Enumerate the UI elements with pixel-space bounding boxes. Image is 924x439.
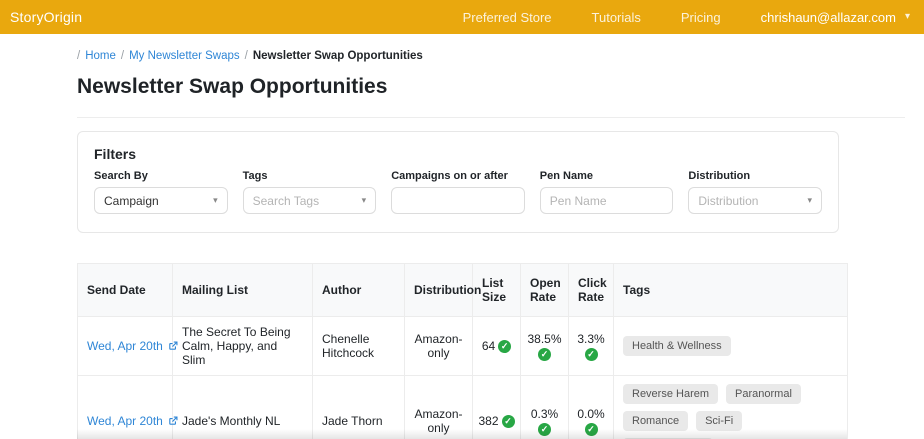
search-by-label: Search By <box>94 170 148 182</box>
filters-card: Filters Search By Campaign ▾ Tags Search… <box>77 131 839 233</box>
breadcrumb-my-newsletter-swaps[interactable]: My Newsletter Swaps <box>129 50 240 62</box>
caret-down-icon: ▾ <box>361 195 367 205</box>
header-mailing-list: Mailing List <box>172 263 313 317</box>
list-size-value: 64 <box>481 339 496 353</box>
tag-pill: Romance <box>623 411 689 431</box>
send-date-link[interactable]: Wed, Apr 20th <box>87 414 179 428</box>
filter-distribution: Distribution Distribution ▾ <box>688 170 822 214</box>
header-send-date: Send Date <box>77 263 173 317</box>
distribution-cell: Amazon-only <box>404 316 473 376</box>
campaigns-after-label: Campaigns on or after <box>391 170 508 182</box>
mailing-list-cell: Jade's Monthly NL <box>172 375 313 439</box>
caret-down-icon: ▾ <box>807 195 812 205</box>
send-date-link[interactable]: Wed, Apr 20th <box>87 339 179 353</box>
campaigns-after-input[interactable] <box>391 187 525 214</box>
list-size-cell: 382 ✓ <box>478 414 515 428</box>
account-menu[interactable]: chrishaun@allazar.com ▾ <box>761 10 910 25</box>
header-click-rate: Click Rate <box>568 263 614 317</box>
click-rate-cell: 3.3% ✓ <box>577 331 605 361</box>
search-by-value: Campaign <box>104 193 159 208</box>
table-row: Wed, Apr 20th Jade's Monthly NL Jade Tho… <box>77 375 848 439</box>
open-rate-cell: 0.3% ✓ <box>530 407 559 436</box>
tag-pill: Paranormal <box>726 384 801 404</box>
tags-cell: Reverse Harem Paranormal Romance Sci-Fi … <box>623 384 838 439</box>
open-rate-value: 0.3% <box>530 406 559 421</box>
pen-name-input[interactable] <box>539 187 674 214</box>
nav-link-tutorials[interactable]: Tutorials <box>591 9 641 25</box>
search-by-select[interactable]: Campaign ▾ <box>94 187 228 214</box>
send-date-text: Wed, Apr 20th <box>87 339 163 353</box>
breadcrumb-separator: / <box>77 50 81 62</box>
author-cell: Chenelle Hitchcock <box>312 316 405 376</box>
filter-pen-name: Pen Name <box>539 170 674 214</box>
filters-grid: Search By Campaign ▾ Tags Search Tags ▾ … <box>94 170 822 214</box>
table-row: Wed, Apr 20th The Secret To Being Calm, … <box>77 316 848 376</box>
breadcrumb: / Home / My Newsletter Swaps / Newslette… <box>77 50 924 62</box>
distribution-select[interactable]: Distribution ▾ <box>688 187 822 214</box>
tag-pill: Sci-Fi <box>696 411 743 431</box>
tag-pill: Health & Wellness <box>623 336 731 356</box>
breadcrumb-current: Newsletter Swap Opportunities <box>252 50 423 62</box>
title-divider <box>77 117 905 118</box>
external-link-icon <box>167 340 179 352</box>
open-rate-cell: 38.5% ✓ <box>527 331 562 361</box>
page-content: / Home / My Newsletter Swaps / Newslette… <box>0 34 924 439</box>
check-circle-icon: ✓ <box>538 347 551 361</box>
check-circle-icon: ✓ <box>584 422 598 436</box>
header-list-size: List Size <box>472 263 521 317</box>
filter-campaigns-after: Campaigns on or after <box>391 170 525 214</box>
click-rate-value: 0.0% <box>577 406 605 421</box>
filter-search-by: Search By Campaign ▾ <box>94 170 228 214</box>
breadcrumb-separator: / <box>120 50 125 62</box>
brand-logo[interactable]: StoryOrigin <box>10 9 83 25</box>
pen-name-label: Pen Name <box>539 170 593 182</box>
distribution-label: Distribution <box>688 170 751 182</box>
page-title: Newsletter Swap Opportunities <box>77 75 388 98</box>
check-circle-icon: ✓ <box>538 422 551 436</box>
account-email: chrishaun@allazar.com <box>760 9 896 25</box>
breadcrumb-separator: / <box>244 50 248 62</box>
check-circle-icon: ✓ <box>498 339 512 353</box>
external-link-icon <box>167 415 179 427</box>
nav-link-preferred-store[interactable]: Preferred Store <box>462 9 552 25</box>
caret-down-icon: ▾ <box>904 11 910 22</box>
list-size-cell: 64 ✓ <box>481 339 512 353</box>
check-circle-icon: ✓ <box>501 414 515 428</box>
distribution-cell: Amazon-only <box>404 375 473 439</box>
filters-heading: Filters <box>94 146 137 162</box>
author-cell: Jade Thorn <box>312 375 405 439</box>
check-circle-icon: ✓ <box>584 347 598 361</box>
nav-link-pricing[interactable]: Pricing <box>680 9 721 25</box>
mailing-list-cell: The Secret To Being Calm, Happy, and Sli… <box>172 316 313 376</box>
list-size-value: 382 <box>478 414 499 428</box>
header-author: Author <box>312 263 405 317</box>
click-rate-cell: 0.0% ✓ <box>577 406 605 436</box>
navbar-right: Preferred Store Tutorials Pricing chrish… <box>463 10 910 25</box>
top-navbar: StoryOrigin Preferred Store Tutorials Pr… <box>0 0 924 34</box>
header-open-rate: Open Rate <box>520 263 569 317</box>
send-date-text: Wed, Apr 20th <box>87 414 163 428</box>
swap-opportunities-table: Send Date Mailing List Author Distributi… <box>77 263 848 439</box>
click-rate-value: 3.3% <box>577 331 605 346</box>
tags-select[interactable]: Search Tags ▾ <box>242 187 377 214</box>
tags-placeholder: Search Tags <box>252 193 320 208</box>
tag-pill: Reverse Harem <box>623 384 719 404</box>
caret-down-icon: ▾ <box>213 195 218 205</box>
header-tags: Tags <box>613 263 848 317</box>
header-distribution: Distribution <box>404 263 481 317</box>
open-rate-value: 38.5% <box>527 331 562 346</box>
filter-tags: Tags Search Tags ▾ <box>242 170 377 214</box>
tags-cell: Health & Wellness <box>623 336 838 356</box>
distribution-placeholder: Distribution <box>698 193 759 208</box>
tags-label: Tags <box>242 170 268 182</box>
breadcrumb-home[interactable]: Home <box>85 50 116 62</box>
table-header-row: Send Date Mailing List Author Distributi… <box>77 263 848 317</box>
